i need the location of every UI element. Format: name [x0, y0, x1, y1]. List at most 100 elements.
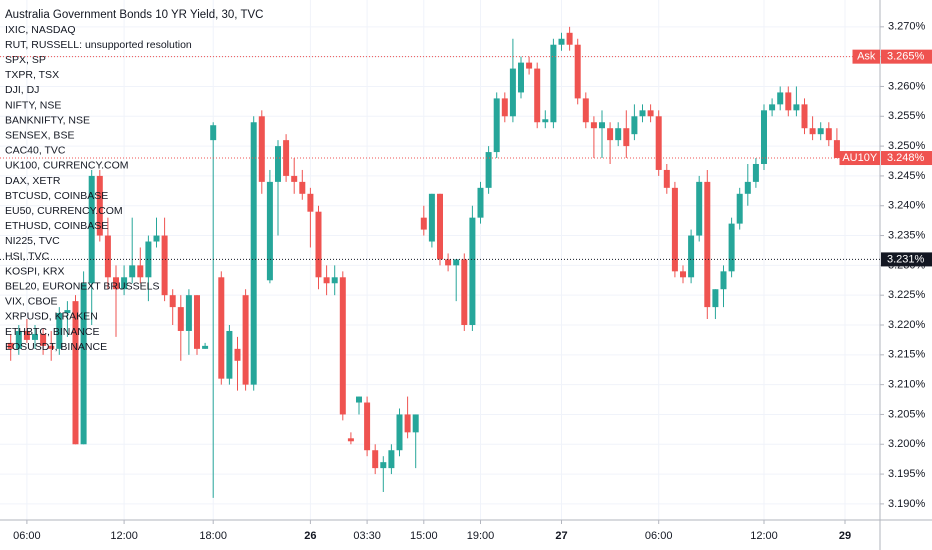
- symbol-legend-item: ETHUSD, COINBASE: [5, 220, 108, 232]
- symbol-legend-item: BANKNIFTY, NSE: [5, 114, 90, 126]
- symbol-legend-item: UK100, CURRENCY.COM: [5, 160, 129, 172]
- candle-body: [64, 310, 71, 314]
- candle-body: [291, 175, 298, 182]
- candle-body: [599, 122, 605, 129]
- candle-body: [696, 181, 703, 236]
- candle-body: [785, 92, 792, 111]
- candle-body: [364, 402, 371, 451]
- chart-title: Australia Government Bonds 10 YR Yield, …: [5, 9, 263, 21]
- x-tick-label: 18:00: [199, 530, 227, 542]
- y-tick-label: 3.250%: [888, 140, 926, 152]
- candle-body: [96, 175, 103, 236]
- candle-body: [88, 175, 95, 284]
- candle-body: [242, 295, 249, 385]
- candle-body: [663, 169, 670, 188]
- candle-body: [485, 152, 492, 188]
- candle-body: [769, 104, 776, 111]
- candle-body: [72, 301, 79, 445]
- symbol-legend-item: NIFTY, NSE: [5, 99, 61, 111]
- candle-body: [647, 110, 654, 117]
- candle-body: [104, 235, 111, 278]
- x-tick-label: 06:00: [645, 530, 673, 542]
- candle-body: [283, 140, 290, 176]
- candle-body: [639, 110, 646, 117]
- candle-body: [574, 44, 581, 99]
- candle-body: [250, 122, 257, 385]
- symbol-legend-item: HSI, TVC: [5, 250, 50, 262]
- candle-body: [404, 414, 411, 433]
- candle-body: [56, 313, 63, 349]
- candle-body: [688, 235, 695, 278]
- price-line-name-tag: [839, 151, 880, 166]
- x-tick-label: 19:00: [467, 530, 495, 542]
- symbol-legend-item: CAC40, TVC: [5, 145, 66, 157]
- candle-body: [437, 193, 443, 260]
- symbol-legend-item: KOSPI, KRX: [5, 265, 65, 277]
- candle-body: [623, 128, 630, 147]
- price-tag: [881, 151, 932, 166]
- candle-body: [793, 104, 800, 111]
- y-tick-label: 3.260%: [888, 80, 926, 92]
- candle-body: [655, 116, 662, 170]
- candle-body: [315, 211, 322, 278]
- y-tick-label: 3.220%: [888, 319, 926, 331]
- symbol-legend-item: DJI, DJ: [5, 84, 39, 96]
- candle-body: [15, 330, 22, 349]
- candle-body: [388, 450, 395, 469]
- candle-body: [412, 414, 419, 433]
- candle-body: [145, 241, 152, 278]
- y-tick-label: 3.240%: [888, 200, 926, 212]
- x-tick-label: 29: [839, 530, 851, 542]
- x-tick-label: 27: [555, 530, 567, 542]
- candle-body: [210, 125, 217, 141]
- candle-body: [736, 193, 743, 224]
- x-tick-label: 15:00: [410, 530, 438, 542]
- candle-body: [32, 333, 38, 340]
- candle-body: [396, 414, 403, 451]
- candle-body: [607, 128, 614, 141]
- candle-body: [550, 44, 557, 123]
- y-tick-label: 3.270%: [888, 21, 926, 33]
- candle-body: [590, 122, 597, 129]
- candle-body: [801, 104, 808, 129]
- candle-body: [331, 277, 338, 284]
- y-tick-label: 3.235%: [888, 229, 926, 241]
- symbol-legend-item: EOSUSDT, BINANCE: [5, 341, 107, 353]
- candle-body: [380, 462, 387, 469]
- candle-body: [509, 68, 516, 117]
- candle-body: [299, 181, 306, 194]
- candle-body: [275, 146, 281, 182]
- candle-body: [202, 345, 209, 349]
- candle-body: [428, 193, 435, 242]
- x-tick-label: 12:00: [110, 530, 138, 542]
- candle-body: [7, 342, 14, 349]
- candle-body: [420, 217, 427, 230]
- candle-body: [372, 450, 379, 469]
- candle-body: [582, 98, 589, 123]
- symbol-legend-item: DAX, XETR: [5, 175, 61, 187]
- candle-body: [347, 438, 354, 442]
- symbol-legend-item: TXPR, TSX: [5, 69, 59, 81]
- candle-body: [534, 68, 541, 123]
- candle-body: [833, 140, 840, 159]
- y-tick-label: 3.215%: [888, 349, 926, 361]
- candle-body: [339, 277, 346, 415]
- candle-body: [712, 289, 719, 308]
- candle-body: [234, 348, 241, 361]
- symbol-legend-item: SENSEX, BSE: [5, 129, 74, 141]
- y-tick-label: 3.205%: [888, 408, 926, 420]
- price-tag-label: 3.265%: [887, 51, 925, 63]
- symbol-legend-item: EU50, CURRENCY.COM: [5, 205, 123, 217]
- y-tick-label: 3.195%: [888, 468, 926, 480]
- candle-body: [744, 181, 751, 194]
- x-tick-label: 12:00: [750, 530, 778, 542]
- x-tick-label: 06:00: [13, 530, 41, 542]
- candle-body: [453, 259, 460, 266]
- candle-body: [728, 223, 735, 272]
- symbol-legend-item: XRPUSD, KRAKEN: [5, 311, 98, 323]
- candle-body: [48, 345, 55, 349]
- candle-body: [226, 330, 233, 379]
- candle-body: [566, 32, 573, 45]
- candle-body: [445, 259, 452, 266]
